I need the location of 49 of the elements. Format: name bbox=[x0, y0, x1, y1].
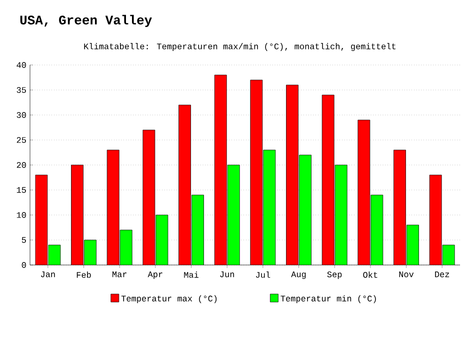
legend-label: Temperatur min (°C) bbox=[280, 295, 376, 304]
y-tick-label: 5 bbox=[22, 237, 26, 243]
x-tick-label: Jan bbox=[41, 272, 55, 278]
bar bbox=[48, 244, 60, 265]
bar bbox=[429, 174, 442, 265]
x-tick-label: Aug bbox=[291, 272, 306, 279]
x-tick-label: Dez bbox=[435, 272, 450, 278]
x-tick-label: Mar bbox=[112, 272, 126, 278]
bar bbox=[178, 105, 191, 265]
bar bbox=[358, 120, 370, 265]
x-tick-label: Feb bbox=[76, 272, 91, 278]
x-tick-label: Okt bbox=[363, 272, 378, 278]
legend-label: Temperatur max (°C) bbox=[121, 295, 217, 304]
x-tick-label: Nov bbox=[399, 272, 414, 278]
bar bbox=[299, 154, 312, 265]
chart-subtitle: Klimatabelle: Temperaturen max/min (°C), monatlich, gemittelt bbox=[84, 43, 396, 51]
bar bbox=[142, 130, 155, 265]
y-tick-label: 10 bbox=[16, 212, 26, 218]
y-tick-label: 35 bbox=[16, 87, 26, 93]
bar bbox=[406, 224, 419, 265]
chart-title: USA, Green Valley bbox=[20, 14, 152, 28]
bar bbox=[442, 244, 455, 265]
bar bbox=[335, 165, 348, 265]
y-tick-label: 20 bbox=[16, 162, 26, 168]
bar bbox=[156, 215, 168, 265]
bar bbox=[322, 94, 334, 265]
y-tick-label: 25 bbox=[16, 137, 26, 143]
bar bbox=[192, 195, 204, 265]
bar bbox=[228, 165, 240, 265]
y-tick-label: 40 bbox=[16, 62, 26, 68]
bar bbox=[250, 80, 262, 265]
x-tick-label: Apr bbox=[148, 272, 162, 279]
bar bbox=[84, 240, 96, 265]
bar bbox=[107, 150, 120, 265]
x-tick-label: Mai bbox=[184, 272, 198, 278]
y-tick-label: 30 bbox=[16, 112, 26, 118]
bar bbox=[370, 195, 383, 265]
bar bbox=[263, 150, 276, 265]
bar bbox=[120, 230, 132, 265]
x-tick-label: Jul bbox=[256, 272, 270, 278]
y-tick-label: 0 bbox=[22, 262, 26, 268]
y-tick-label: 15 bbox=[16, 187, 26, 193]
bar bbox=[394, 150, 406, 265]
bar bbox=[214, 74, 227, 265]
x-tick-label: Sep bbox=[327, 272, 342, 279]
x-tick-label: Jun bbox=[220, 272, 234, 278]
bar bbox=[35, 174, 48, 265]
bar bbox=[286, 84, 298, 265]
bar bbox=[71, 165, 84, 265]
